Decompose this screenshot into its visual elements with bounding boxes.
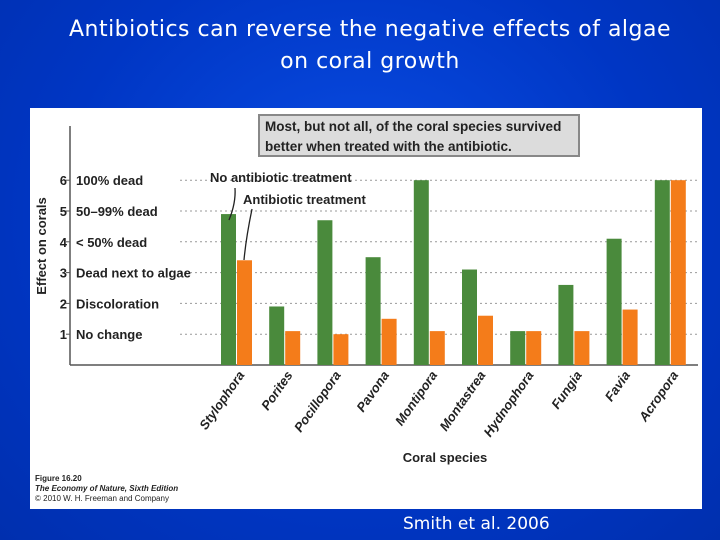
citation: Smith et al. 2006 (403, 514, 550, 534)
figure-book-title: The Economy of Nature, Sixth Edition (35, 484, 179, 493)
x-axis-title: Coral species (403, 450, 488, 465)
bar-antibiotic (237, 260, 252, 365)
bar-no-antibiotic (269, 306, 285, 365)
x-tick-label: Hydnophora (480, 368, 536, 439)
callout-line-1: Most, but not all, of the coral species … (265, 119, 562, 134)
x-tick-label: Favia (602, 368, 633, 404)
x-tick-label: Pavona (353, 368, 392, 414)
bar-antibiotic (526, 331, 542, 365)
callout-box: Most, but not all, of the coral species … (258, 114, 580, 157)
figure-copyright: © 2010 W. H. Freeman and Company (35, 494, 169, 503)
x-tick-label: Pocillopora (291, 368, 344, 435)
x-tick-label: Porites (258, 368, 296, 413)
slide-title-line-2: on coral growth (280, 49, 460, 74)
bar-antibiotic (285, 331, 301, 365)
x-tick-label: Stylophora (196, 368, 247, 432)
y-tick-number: 5 (60, 204, 67, 219)
bar-antibiotic (622, 309, 638, 365)
bar-no-antibiotic (365, 257, 381, 365)
bar-no-antibiotic (413, 180, 429, 365)
x-tick-label: Fungia (548, 368, 585, 412)
bar-antibiotic (574, 331, 590, 365)
bar-no-antibiotic (510, 331, 526, 365)
slide-title-line-1: Antibiotics can reverse the negative eff… (68, 17, 672, 42)
y-tick-number: 3 (60, 266, 67, 281)
annotation-antibiotic: Antibiotic treatment (243, 192, 366, 207)
bar-antibiotic (670, 180, 686, 365)
annotation-no-antibiotic: No antibiotic treatment (210, 170, 352, 185)
y-tick-label: 100% dead (76, 173, 143, 188)
y-tick-number: 6 (60, 173, 67, 188)
bar-antibiotic (381, 318, 397, 365)
annotation-leader-no-antibiotic (228, 187, 236, 221)
annotation-leader-antibiotic (243, 208, 253, 261)
y-tick-label: 50–99% dead (76, 204, 158, 219)
bar-chart: 6 100% dead 5 50–99% dead 4 < 50% dead 3 Dead n… (34, 126, 698, 465)
bar-no-antibiotic (558, 284, 574, 365)
bar-no-antibiotic (221, 214, 236, 365)
slide-title: Antibiotics can reverse the negative eff… (0, 14, 720, 78)
y-tick-number: 2 (60, 296, 67, 311)
x-tick-label: Montipora (392, 368, 440, 428)
callout-line-2: better when treated with the antibiotic. (265, 139, 512, 154)
bar-no-antibiotic (606, 238, 622, 365)
bar-antibiotic (333, 334, 349, 365)
bar-antibiotic (478, 315, 493, 365)
x-tick-label: Acropora (635, 368, 681, 425)
bar-antibiotic (429, 331, 445, 365)
figure-caption: Figure 16.20 The Economy of Nature, Sixt… (35, 474, 178, 504)
bar-no-antibiotic (317, 220, 333, 365)
y-tick-label: Discoloration (76, 296, 159, 311)
y-tick-number: 4 (60, 235, 68, 250)
y-tick-label: < 50% dead (76, 235, 147, 250)
figure-number: Figure 16.20 (35, 474, 82, 483)
y-tick-label: Dead next to algae (76, 266, 191, 281)
bar-no-antibiotic (462, 269, 477, 365)
x-tick-label: Montastrea (436, 368, 488, 433)
y-tick-number: 1 (60, 327, 67, 342)
figure-panel: 6 100% dead 5 50–99% dead 4 < 50% dead 3 Dead n… (30, 108, 702, 509)
bar-no-antibiotic (654, 180, 670, 365)
y-tick-label: No change (76, 327, 142, 342)
y-axis-title: Effect on corals (34, 197, 49, 295)
